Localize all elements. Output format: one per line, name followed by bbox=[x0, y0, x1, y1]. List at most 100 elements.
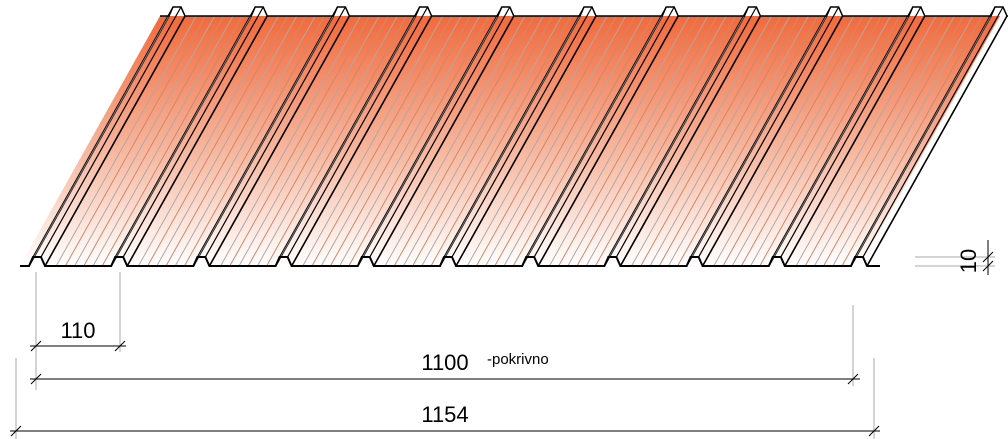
stripe bbox=[731, 15, 873, 267]
stripe bbox=[229, 15, 371, 267]
rib-edge bbox=[369, 6, 511, 258]
rib-edge bbox=[287, 6, 429, 258]
rib-edge bbox=[359, 11, 501, 263]
rib-edge bbox=[373, 15, 515, 267]
rib-edge bbox=[290, 15, 433, 267]
stripe bbox=[384, 15, 526, 267]
stripe bbox=[503, 15, 645, 267]
stripe bbox=[494, 15, 636, 267]
stripe bbox=[804, 15, 946, 267]
height-label: 10 bbox=[956, 249, 981, 273]
rib-edge bbox=[112, 11, 254, 263]
rib-edge bbox=[688, 11, 830, 263]
rib-edge bbox=[615, 6, 757, 258]
rib-edge bbox=[443, 6, 585, 258]
stripe bbox=[101, 15, 243, 267]
stripe bbox=[466, 15, 608, 267]
stripe bbox=[658, 15, 800, 267]
stripe bbox=[677, 15, 819, 267]
stripe bbox=[567, 15, 709, 267]
rib-edge bbox=[866, 15, 1008, 267]
stripe bbox=[165, 15, 307, 267]
stripe bbox=[585, 15, 727, 267]
rib-pitch-label: 110 bbox=[60, 318, 95, 343]
rib-edge bbox=[537, 15, 679, 267]
rib-edge bbox=[780, 6, 922, 258]
rib-edge bbox=[30, 11, 172, 263]
stripe bbox=[247, 15, 389, 267]
rib-edge bbox=[279, 6, 421, 258]
stripe bbox=[256, 15, 398, 267]
rib-edge bbox=[32, 6, 174, 258]
stripe bbox=[137, 15, 279, 267]
rib-edge bbox=[126, 15, 268, 267]
rib-edge bbox=[451, 6, 593, 258]
stripe bbox=[329, 15, 471, 267]
stripe bbox=[266, 15, 408, 267]
rib-edge bbox=[701, 15, 844, 267]
stripe bbox=[402, 15, 544, 267]
stripe bbox=[713, 15, 855, 267]
stripe bbox=[576, 15, 718, 267]
stripe bbox=[55, 15, 197, 267]
stripe bbox=[649, 15, 791, 267]
stripe bbox=[594, 15, 736, 267]
rib-edge bbox=[862, 6, 1004, 258]
stripe bbox=[548, 15, 690, 267]
rib-edge bbox=[44, 15, 186, 267]
dimension-ticks bbox=[982, 251, 994, 272]
stripe bbox=[64, 15, 206, 267]
rib-edge bbox=[40, 6, 182, 258]
stripe bbox=[156, 15, 298, 267]
stripe bbox=[512, 15, 654, 267]
rib-edge bbox=[852, 11, 994, 263]
rib-edge bbox=[523, 11, 665, 263]
rib-edge bbox=[361, 6, 503, 258]
stripe bbox=[92, 15, 234, 267]
rib-edge bbox=[441, 11, 583, 263]
rib-edge bbox=[455, 15, 597, 267]
stripe bbox=[813, 15, 955, 267]
stripe bbox=[174, 15, 316, 267]
rib-edge bbox=[605, 11, 747, 263]
rib-edge bbox=[208, 15, 351, 267]
rib-edge bbox=[196, 6, 338, 258]
rib-edge bbox=[772, 6, 914, 258]
rib-edge bbox=[784, 15, 926, 267]
cover-note: -pokrivno bbox=[487, 351, 549, 368]
dimension-ticks bbox=[30, 340, 126, 352]
dimension-ticks bbox=[30, 373, 859, 385]
stripe bbox=[722, 15, 864, 267]
rib-edge bbox=[854, 6, 996, 258]
ribs bbox=[20, 6, 1008, 267]
stripe bbox=[740, 15, 882, 267]
stripe bbox=[631, 15, 773, 267]
stripe bbox=[302, 15, 444, 267]
stripe bbox=[558, 15, 700, 267]
stripe bbox=[311, 15, 453, 267]
rib-edge bbox=[204, 6, 346, 258]
stripe bbox=[750, 15, 892, 267]
stripe bbox=[348, 15, 490, 267]
rib-edge bbox=[770, 11, 912, 263]
rib-edge bbox=[122, 6, 264, 258]
rib-edge bbox=[607, 6, 749, 258]
stripe bbox=[430, 15, 572, 267]
rib-edge bbox=[690, 6, 832, 258]
stripe bbox=[841, 15, 983, 267]
stripe bbox=[485, 15, 627, 267]
rib-edge bbox=[114, 6, 256, 258]
stripe bbox=[412, 15, 554, 267]
stripe bbox=[183, 15, 325, 267]
stripe bbox=[393, 15, 535, 267]
stripe bbox=[421, 15, 563, 267]
rib-edge bbox=[619, 15, 762, 267]
stripe bbox=[339, 15, 481, 267]
rib-edge bbox=[277, 11, 419, 263]
stripe bbox=[475, 15, 617, 267]
stripe bbox=[759, 15, 901, 267]
stripe bbox=[74, 15, 216, 267]
stripe bbox=[220, 15, 362, 267]
